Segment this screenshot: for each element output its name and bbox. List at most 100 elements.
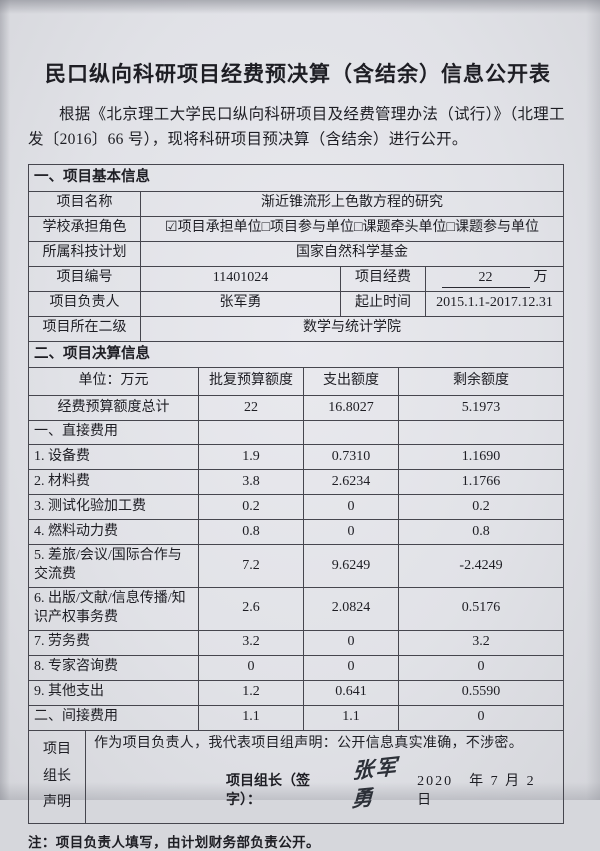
- declaration-body: 作为项目负责人，我代表项目组声明：公开信息真实准确，不涉密。 项目组长（签字）：…: [86, 731, 563, 823]
- section-header-row: 一、项目基本信息: [28, 164, 564, 192]
- approved-value: 0.2: [198, 494, 304, 521]
- approved-value: 22: [198, 395, 304, 422]
- spent-value: 0: [303, 519, 399, 546]
- budget-row: 3. 测试化验加工费 0.2 0 0.2: [28, 494, 564, 521]
- declaration-statement: 作为项目负责人，我代表项目组声明：公开信息真实准确，不涉密。: [94, 735, 523, 751]
- approved-value: 0: [198, 654, 304, 681]
- basic-info-section-title: 一、项目基本信息: [28, 164, 564, 192]
- row-label: 5. 差旅/会议/国际合作与交流费: [28, 544, 199, 589]
- funds-unit: 万: [533, 270, 548, 286]
- footnote: 注：项目负责人填写，由计划财务部负责公开。: [28, 834, 320, 850]
- table-row: 项目负责人 张军勇 起止时间 2015.1.1-2017.12.31: [28, 290, 564, 317]
- signature-date: 2020 年 7 月 2 日: [417, 774, 536, 808]
- remaining-value: 1.1766: [398, 469, 564, 496]
- declaration-label-line: 项目: [43, 741, 71, 757]
- spent-value: 16.8027: [303, 395, 399, 422]
- approved-value: 3.2: [198, 629, 304, 656]
- spent-value: 0: [303, 654, 399, 681]
- role-label: 学校承担角色: [28, 215, 141, 242]
- budget-row: 8. 专家咨询费 0 0 0: [28, 654, 564, 681]
- project-name-value: 渐近锥流形上色散方程的研究: [140, 190, 564, 217]
- remaining-value: 0.8: [398, 519, 564, 546]
- approved-value: 7.2: [198, 544, 304, 589]
- approved-value: 2.6: [198, 587, 304, 631]
- approved-value: 1.9: [198, 444, 304, 471]
- spent-value: 9.6249: [303, 544, 399, 589]
- table-row: 学校承担角色 ☑项目承担单位□项目参与单位□课题牵头单位□课题参与单位: [28, 215, 564, 242]
- spent-value: 0.7310: [303, 444, 399, 471]
- sign-label: 项目组长（签字）：: [226, 774, 310, 808]
- remaining-value: 3.2: [398, 629, 564, 656]
- row-label: 7. 劳务费: [28, 629, 199, 656]
- table-row: 所属科技计划 国家自然科学基金: [28, 240, 564, 267]
- section-header-row: 二、项目决算信息: [28, 340, 564, 369]
- col-header-unit: 单位：万元: [28, 367, 199, 397]
- basic-info-table: 一、项目基本信息 项目名称 渐近锥流形上色散方程的研究 学校承担角色 ☑项目承担…: [28, 164, 564, 342]
- school-value: 数学与统计学院: [140, 315, 564, 342]
- spent-value: 2.6234: [303, 469, 399, 496]
- remaining-value: [398, 420, 564, 446]
- remaining-value: -2.4249: [398, 544, 564, 589]
- table-row: 项目所在二级 数学与统计学院: [28, 315, 564, 342]
- program-label: 所属科技计划: [28, 240, 141, 267]
- budget-table: 二、项目决算信息 单位：万元 批复预算额度 支出额度 剩余额度 经费预算额度总计…: [28, 340, 564, 731]
- approved-value: 1.2: [198, 679, 304, 706]
- spent-value: 0: [303, 494, 399, 521]
- declaration-label: 项目 组长 声明: [28, 729, 86, 824]
- budget-row-direct-costs: 一、直接费用: [28, 420, 564, 446]
- period-value: 2015.1.1-2017.12.31: [425, 290, 564, 317]
- declaration-row: 项目 组长 声明 作为项目负责人，我代表项目组声明：公开信息真实准确，不涉密。 …: [28, 729, 564, 824]
- approved-value: 1.1: [198, 704, 304, 731]
- remaining-value: 5.1973: [398, 395, 564, 422]
- row-label: 1. 设备费: [28, 444, 199, 471]
- role-checkbox-group: ☑项目承担单位□项目参与单位□课题牵头单位□课题参与单位: [140, 215, 564, 242]
- budget-row: 1. 设备费 1.9 0.7310 1.1690: [28, 444, 564, 471]
- col-header-remaining: 剩余额度: [398, 367, 564, 397]
- row-label: 3. 测试化验加工费: [28, 494, 199, 521]
- remaining-value: 0: [398, 704, 564, 731]
- declaration-label-line: 声明: [43, 795, 71, 811]
- budget-row: 2. 材料费 3.8 2.6234 1.1766: [28, 469, 564, 496]
- leader-value: 张军勇: [140, 290, 341, 317]
- remaining-value: 0.5176: [398, 587, 564, 631]
- declaration-label-line: 组长: [43, 768, 71, 784]
- spent-value: 0.641: [303, 679, 399, 706]
- row-label: 经费预算额度总计: [28, 395, 199, 422]
- row-label: 8. 专家咨询费: [28, 654, 199, 681]
- funds-amount: 22: [441, 270, 530, 289]
- budget-section-title: 二、项目决算信息: [28, 340, 564, 369]
- period-label: 起止时间: [340, 290, 426, 317]
- budget-row: 5. 差旅/会议/国际合作与交流费 7.2 9.6249 -2.4249: [28, 544, 564, 589]
- remaining-value: 0.5590: [398, 679, 564, 706]
- project-number-label: 项目编号: [28, 265, 141, 292]
- page-title: 民口纵向科研项目经费预决算（含结余）信息公开表: [45, 62, 551, 86]
- row-label: 一、直接费用: [28, 420, 199, 446]
- leader-signature: 张军勇: [351, 754, 399, 813]
- budget-header-row: 单位：万元 批复预算额度 支出额度 剩余额度: [28, 367, 564, 397]
- project-name-label: 项目名称: [28, 190, 141, 217]
- budget-row: 6. 出版/文献/信息传播/知识产权事务费 2.6 2.0824 0.5176: [28, 587, 564, 631]
- remaining-value: 0: [398, 654, 564, 681]
- spent-value: 1.1: [303, 704, 399, 731]
- program-value: 国家自然科学基金: [140, 240, 564, 267]
- budget-row-indirect-costs: 二、间接费用 1.1 1.1 0: [28, 704, 564, 731]
- row-label: 9. 其他支出: [28, 679, 199, 706]
- signature-row: 项目组长（签字）： 张军勇 2020 年 7 月 2 日: [86, 754, 563, 812]
- row-label: 4. 燃料动力费: [28, 519, 199, 546]
- leader-label: 项目负责人: [28, 290, 141, 317]
- approved-value: 3.8: [198, 469, 304, 496]
- approved-value: 0.8: [198, 519, 304, 546]
- funds-value-cell: 22 万: [425, 265, 564, 292]
- col-header-approved: 批复预算额度: [198, 367, 304, 397]
- approved-value: [198, 420, 304, 446]
- table-row: 项目名称 渐近锥流形上色散方程的研究: [28, 190, 564, 217]
- declaration-table: 项目 组长 声明 作为项目负责人，我代表项目组声明：公开信息真实准确，不涉密。 …: [28, 729, 564, 824]
- row-label: 二、间接费用: [28, 704, 199, 731]
- budget-row: 7. 劳务费 3.2 0 3.2: [28, 629, 564, 656]
- spent-value: 0: [303, 629, 399, 656]
- intro-paragraph: 根据《北京理工大学民口纵向科研项目及经费管理办法（试行）》（北理工发〔2016〕…: [28, 106, 565, 149]
- budget-row-total: 经费预算额度总计 22 16.8027 5.1973: [28, 395, 564, 422]
- spent-value: [303, 420, 399, 446]
- table-row: 项目编号 11401024 项目经费 22 万: [28, 265, 564, 292]
